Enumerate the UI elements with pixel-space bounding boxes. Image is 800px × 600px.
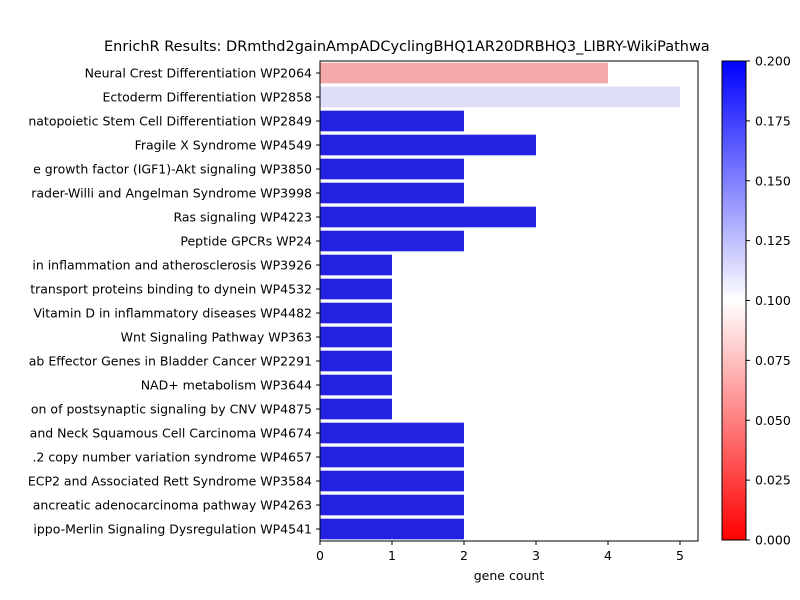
colorbar (721, 60, 747, 541)
bar (320, 278, 392, 300)
y-tick-label: ancreatic adenocarcinoma pathway WP4263 (33, 498, 312, 513)
y-tick-label: NAD+ metabolism WP3644 (141, 378, 312, 393)
y-tick-label: on of postsynaptic signaling by CNV WP48… (31, 402, 312, 417)
x-tick-label: 3 (532, 548, 540, 563)
colorbar-tick-label: 0.075 (755, 353, 791, 368)
bar (320, 398, 392, 420)
bar (320, 158, 464, 180)
x-ticks-group: 0 1 2 3 4 5 (316, 541, 684, 563)
x-tick-label: 5 (676, 548, 684, 563)
colorbar-tick-label: 0.100 (755, 293, 791, 308)
x-tick-label: 4 (604, 548, 612, 563)
bar (320, 374, 392, 396)
y-tick-label: Neural Crest Differentiation WP2064 (85, 66, 312, 81)
bar (320, 446, 464, 468)
y-tick-label: ab Effector Genes in Bladder Cancer WP22… (29, 354, 312, 369)
colorbar-ticks-group: 0.000 0.025 0.050 0.075 0.100 0.125 0.150 0.175… (746, 54, 791, 548)
colorbar-tick-label: 0.000 (755, 533, 791, 548)
bar (320, 230, 464, 252)
colorbar-tick-label: 0.150 (755, 173, 791, 188)
colorbar-tick-label: 0.175 (755, 113, 791, 128)
y-tick-label: Peptide GPCRs WP24 (180, 234, 312, 249)
y-tick-label: natopoietic Stem Cell Differentiation WP… (28, 114, 312, 129)
bars-group (320, 62, 680, 540)
bar (320, 494, 464, 516)
y-tick-label: .2 copy number variation syndrome WP4657 (32, 450, 312, 465)
bar (320, 254, 392, 276)
colorbar-tick-label: 0.050 (755, 413, 791, 428)
y-tick-label: transport proteins binding to dynein WP4… (30, 282, 312, 297)
bar (320, 110, 464, 132)
x-tick-label: 0 (316, 548, 324, 563)
bar (320, 62, 608, 84)
y-tick-label: Vitamin D in inflammatory diseases WP448… (34, 306, 313, 321)
y-tick-label: Fragile X Syndrome WP4549 (135, 138, 312, 153)
bar (320, 182, 464, 204)
colorbar-tick-label: 0.125 (755, 233, 791, 248)
bar (320, 470, 464, 492)
bar (320, 326, 392, 348)
x-tick-label: 1 (388, 548, 396, 563)
bar (320, 518, 464, 540)
category-labels-group: Neural Crest Differentiation WP2064 Ectod… (28, 66, 320, 537)
bar (320, 206, 536, 228)
chart-title: EnrichR Results: DRmthd2gainAmpADCycling… (104, 39, 710, 55)
plot-frame (319, 60, 699, 542)
x-axis-label: gene count (474, 568, 545, 583)
bar (320, 134, 536, 156)
y-tick-label: ippo-Merlin Signaling Dysregulation WP45… (33, 522, 312, 537)
y-tick-label: rader-Willi and Angelman Syndrome WP3998 (31, 186, 312, 201)
colorbar-tick-label: 0.200 (755, 54, 791, 69)
y-tick-label: Ras signaling WP4223 (173, 210, 312, 225)
bar (320, 350, 392, 372)
x-tick-label: 2 (460, 548, 468, 563)
bar (320, 302, 392, 324)
y-tick-label: Wnt Signaling Pathway WP363 (121, 330, 312, 345)
y-tick-label: Ectoderm Differentiation WP2858 (102, 90, 312, 105)
bar (320, 86, 680, 108)
y-tick-label: in inflammation and atherosclerosis WP39… (32, 258, 312, 273)
bar (320, 422, 464, 444)
y-tick-label: e growth factor (IGF1)-Akt signaling WP3… (33, 162, 312, 177)
colorbar-tick-label: 0.025 (755, 473, 791, 488)
y-tick-label: ECP2 and Associated Rett Syndrome WP3584 (28, 474, 312, 489)
y-tick-label: and Neck Squamous Cell Carcinoma WP4674 (30, 426, 312, 441)
